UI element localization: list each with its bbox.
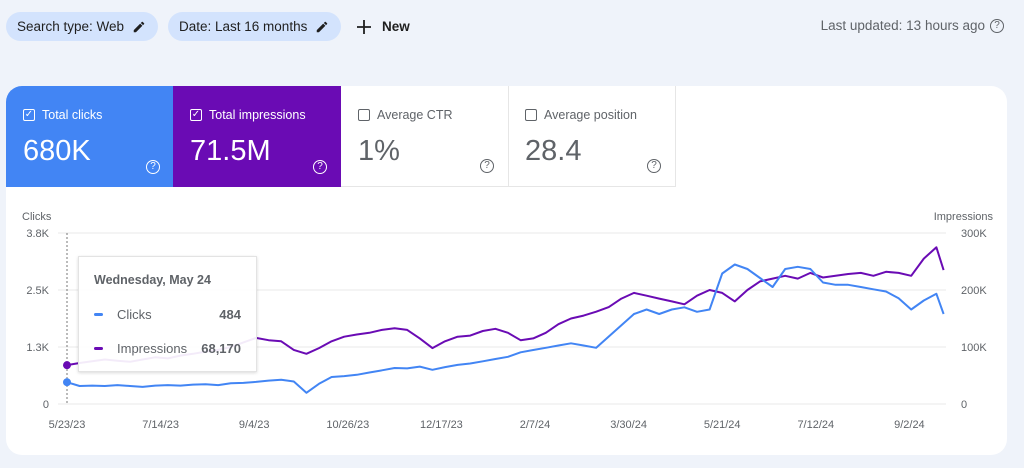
impressions-legend-swatch — [94, 347, 103, 350]
tooltip-impressions-label: Impressions — [117, 341, 188, 356]
tooltip-clicks-value: 484 — [219, 307, 241, 322]
left-axis-tick-label: 0 — [43, 399, 49, 411]
clicks-legend-swatch — [94, 313, 103, 316]
metric-value: 28.4 — [525, 135, 582, 167]
x-axis-tick-label: 2/7/24 — [520, 419, 551, 431]
metric-label: Total clicks — [42, 108, 103, 122]
x-axis-tick-label: 5/23/23 — [49, 419, 86, 431]
search-type-filter-chip[interactable]: Search type: Web — [6, 12, 159, 41]
chart-tooltip: Wednesday, May 24 Clicks 484 Impressions… — [78, 256, 257, 372]
checkbox-checked-icon[interactable]: ✓ — [23, 109, 35, 121]
metric-value: 71.5M — [190, 135, 271, 167]
x-axis-tick-label: 12/17/23 — [420, 419, 463, 431]
x-axis-tick-label: 7/14/23 — [142, 419, 179, 431]
x-axis-tick-label: 9/4/23 — [239, 419, 270, 431]
help-icon[interactable]: ? — [647, 159, 661, 173]
tooltip-clicks-label: Clicks — [117, 307, 152, 322]
metric-tile-average-position[interactable]: Average position 28.4 ? — [508, 86, 676, 187]
edit-pencil-icon — [317, 21, 328, 32]
right-axis-tick-label: 0 — [961, 399, 967, 411]
edit-pencil-icon — [133, 21, 145, 32]
right-axis-title: Impressions — [934, 211, 994, 223]
new-filter-button[interactable]: New — [356, 12, 410, 41]
checkbox-unchecked-icon[interactable] — [358, 109, 370, 121]
metric-label: Average position — [544, 108, 637, 122]
new-filter-label: New — [382, 19, 410, 34]
metric-value: 1% — [358, 135, 400, 167]
left-axis-tick-label: 3.8K — [26, 228, 49, 240]
tooltip-impressions-value: 68,170 — [201, 341, 241, 356]
metric-tile-total-impressions[interactable]: ✓ Total impressions 71.5M ? — [173, 86, 341, 187]
last-updated: Last updated: 13 hours ago ? — [821, 18, 1004, 33]
x-axis-tick-label: 10/26/23 — [326, 419, 369, 431]
left-axis-title: Clicks — [22, 211, 52, 223]
metric-value: 680K — [23, 135, 91, 167]
tooltip-row-impressions: Impressions 68,170 — [94, 341, 241, 356]
series-line-clicks — [66, 263, 945, 394]
left-axis-tick-label: 2.5K — [26, 285, 49, 297]
hover-point-clicks — [63, 378, 71, 387]
last-updated-text: Last updated: 13 hours ago — [820, 18, 985, 33]
x-axis-tick-label: 9/2/24 — [894, 419, 925, 431]
plus-icon — [357, 19, 371, 34]
right-axis-tick-label: 200K — [961, 285, 987, 297]
date-filter-label: Date: Last 16 months — [179, 19, 308, 34]
metric-tile-total-clicks[interactable]: ✓ Total clicks 680K ? — [6, 86, 174, 187]
search-type-filter-label: Search type: Web — [17, 19, 125, 34]
hover-point-impressions — [63, 361, 71, 370]
help-icon[interactable]: ? — [313, 160, 327, 174]
tooltip-date: Wednesday, May 24 — [94, 273, 211, 287]
checkbox-checked-icon[interactable]: ✓ — [190, 109, 202, 121]
right-axis-tick-label: 300K — [961, 228, 987, 240]
metric-tile-average-ctr[interactable]: Average CTR 1% ? — [341, 86, 509, 187]
x-axis-tick-label: 3/30/24 — [610, 419, 647, 431]
tooltip-row-clicks: Clicks 484 — [94, 307, 241, 322]
x-axis-tick-label: 5/21/24 — [704, 419, 741, 431]
help-icon[interactable]: ? — [480, 159, 494, 173]
metric-label: Average CTR — [377, 108, 453, 122]
right-axis-tick-label: 100K — [961, 342, 987, 354]
help-icon[interactable]: ? — [990, 18, 1004, 33]
checkbox-unchecked-icon[interactable] — [525, 109, 537, 121]
x-axis-tick-label: 7/12/24 — [797, 419, 834, 431]
metric-label: Total impressions — [209, 108, 306, 122]
date-filter-chip[interactable]: Date: Last 16 months — [168, 12, 342, 41]
left-axis-tick-label: 1.3K — [26, 342, 49, 354]
help-icon[interactable]: ? — [146, 160, 160, 174]
